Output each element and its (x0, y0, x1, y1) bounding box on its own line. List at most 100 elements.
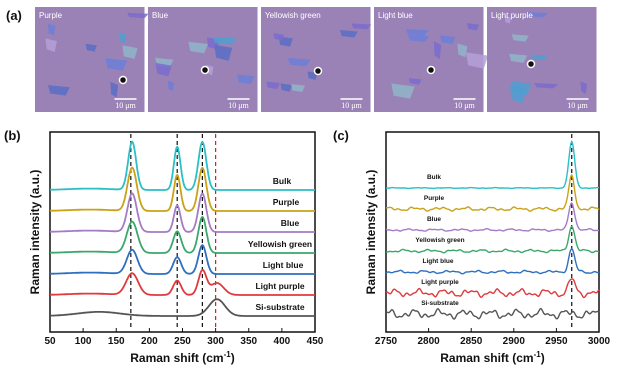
flake (47, 85, 70, 96)
x-tick-label: 150 (108, 336, 125, 347)
flake (188, 41, 209, 54)
flake (236, 74, 255, 85)
x-tick-label: 2750 (375, 336, 398, 347)
micrograph-background (261, 7, 371, 112)
plot-frame (385, 131, 600, 333)
series-line (49, 166, 315, 212)
flake (339, 29, 358, 38)
series-line (386, 139, 599, 190)
flake (119, 32, 127, 43)
scale-bar-label: 10 μm (228, 101, 249, 110)
x-tick-label: 200 (141, 336, 158, 347)
micrograph-label: Yellowish green (265, 11, 321, 20)
measurement-spot-icon (426, 65, 436, 75)
micrograph-label: Purple (39, 11, 63, 20)
series-line (49, 244, 315, 275)
flake (580, 81, 588, 94)
flake (433, 41, 442, 60)
series-label: Light purple (421, 279, 459, 286)
flake (527, 12, 548, 18)
flake (405, 28, 429, 37)
flake (408, 78, 422, 85)
series-line (385, 201, 600, 233)
series-line (49, 215, 315, 254)
series-label: Bulk (273, 176, 292, 186)
flake (155, 62, 172, 77)
x-tick-label: 2950 (545, 336, 568, 347)
flake (45, 38, 57, 52)
flake (273, 33, 285, 41)
series-label: Si-substrate (421, 300, 459, 307)
flake (509, 53, 528, 63)
flake (105, 58, 128, 71)
micrograph-2: Blue 10 μm (148, 7, 258, 112)
x-tick-label: 450 (307, 336, 324, 347)
micrograph-background (374, 7, 484, 112)
flake (511, 81, 532, 96)
micrograph-3: Yellowish green 10 μm (261, 7, 372, 112)
y-axis-title: Raman intensity (a.u.) (28, 170, 42, 295)
panel-a-label: (a) (6, 8, 22, 23)
flake (534, 83, 559, 89)
x-tick-label: 100 (75, 336, 92, 347)
series-label: Purple (273, 197, 300, 207)
flake (291, 84, 306, 93)
flake (287, 57, 311, 67)
flake (531, 54, 548, 61)
micrograph-1: Purple 10 μm (35, 7, 149, 112)
x-tick-label: 300 (207, 336, 224, 347)
flake (47, 23, 56, 36)
flake (439, 35, 456, 45)
x-tick-label: 2850 (460, 336, 483, 347)
flake (511, 34, 529, 42)
x-tick-label: 400 (274, 336, 291, 347)
series-label: Bulk (427, 174, 441, 181)
measurement-spot-icon (200, 65, 210, 75)
micrograph-4: Light blue 10 μm (374, 7, 489, 112)
x-tick-label: 2900 (503, 336, 526, 347)
flake (457, 43, 468, 58)
raman-chart-low: 50 100 150 200 250 300 350 400 450 Raman shift (c… (28, 131, 324, 365)
flake (407, 34, 430, 42)
flake (122, 45, 138, 59)
series-line (385, 307, 600, 320)
micrograph-label: Light blue (378, 11, 413, 20)
x-tick-label: 350 (240, 336, 257, 347)
series-label: Light purple (255, 281, 304, 291)
x-tick-label: 2800 (417, 336, 440, 347)
flake (465, 52, 489, 69)
series-label: Yellowish green (415, 237, 464, 244)
panel-c-label: (c) (333, 128, 349, 143)
series-line (385, 278, 600, 299)
series-label: Light blue (422, 258, 453, 265)
micrograph-background (35, 7, 145, 112)
x-tick-label: 50 (44, 336, 56, 347)
series-label: Si-substrate (255, 302, 304, 312)
series-line (50, 298, 315, 317)
flake (351, 23, 372, 30)
series-line (385, 247, 600, 275)
x-axis-title: Raman shift (cm-1) (130, 350, 234, 365)
flake (110, 81, 119, 98)
micrograph-5: Light purple 10 μm (487, 7, 597, 112)
series-label: Purple (424, 195, 445, 202)
flake (280, 83, 292, 92)
x-axis-title: Raman shift (cm-1) (440, 350, 544, 365)
scale-bar-label: 10 μm (567, 101, 588, 110)
series-line (49, 192, 315, 233)
series-label: Yellowish green (248, 239, 312, 249)
flake (504, 16, 512, 24)
measurement-spot-icon (313, 66, 323, 76)
flake (391, 83, 415, 99)
series-line (385, 225, 600, 254)
scale-bar-label: 10 μm (115, 101, 136, 110)
series-label: Light blue (263, 260, 304, 270)
micrograph-row: Purple 10 μm Blue 10 μm Yellowish green 10 μm… (35, 7, 597, 112)
flake (266, 81, 280, 90)
flake (214, 44, 233, 61)
scale-bar-label: 10 μm (341, 101, 362, 110)
flake (467, 23, 480, 31)
flake (167, 80, 175, 91)
x-tick-label: 250 (174, 336, 191, 347)
panel-b-label: (b) (4, 128, 21, 143)
